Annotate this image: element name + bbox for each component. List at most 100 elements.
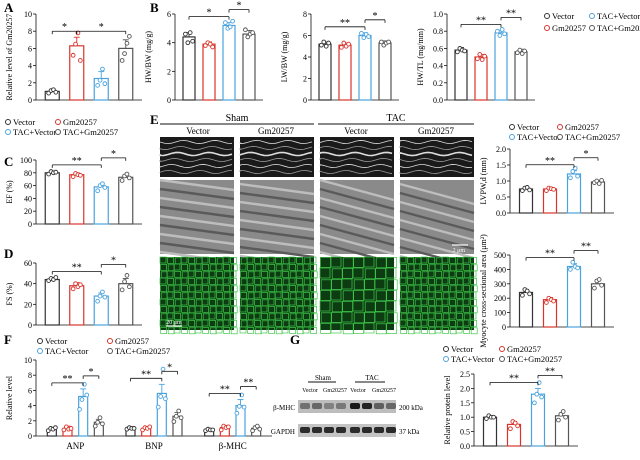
if-cell-border — [201, 319, 209, 327]
if-cell-border — [160, 327, 167, 334]
chart-d-ytick-label: 60 — [24, 259, 32, 268]
chart-g-ytick-label: 1.0 — [460, 413, 470, 422]
chart-b2-ytick-label: 8 — [303, 10, 307, 19]
chart-b1-point-vector — [190, 38, 195, 44]
legend-c-label-tacgm: TAC+Gm20257 — [63, 127, 118, 137]
chart-e2-sig-label: ** — [581, 242, 591, 253]
chart-e1-point-gm — [551, 186, 556, 192]
if-cell-border — [399, 256, 407, 264]
wb-vector-2: Vector — [350, 388, 366, 394]
chart-b1-point-tacgm — [243, 27, 248, 33]
chart-f-category-label: BNP — [145, 441, 163, 451]
chart-b3-point-tacgm — [522, 48, 527, 54]
if-cell-border — [448, 291, 456, 299]
chart-b3-bar-tacgm — [514, 51, 528, 101]
if-cell-border — [352, 300, 364, 312]
if-cell-border — [342, 268, 353, 279]
if-cell-border — [400, 306, 407, 313]
chart-f-0-sig-label: * — [89, 367, 94, 378]
chart-b3-point-tac — [499, 27, 505, 32]
if-cell-border — [414, 271, 421, 278]
if-cell-border — [364, 279, 375, 290]
chart-d-ytick-label: 0 — [28, 321, 32, 330]
if-cell-border — [310, 306, 317, 313]
if-cell-border — [216, 271, 223, 278]
chart-f-2-point-tacgm — [257, 426, 263, 432]
chart-e1-ytick-label: 0.0 — [496, 209, 506, 218]
chart-b1-point-vector — [187, 30, 193, 35]
if-cell-border — [435, 313, 442, 320]
if-cell-border — [331, 312, 342, 323]
if-cell-border — [274, 270, 282, 278]
if-cell-border — [174, 313, 181, 320]
if-cell-border — [386, 323, 397, 334]
if-cell-border — [448, 312, 456, 320]
legend-b-marker-tac — [589, 13, 595, 19]
band-bmhc — [300, 403, 310, 409]
chart-d-point-gm — [70, 286, 76, 292]
if-cell-border — [254, 320, 261, 327]
legend-e-marker-tac — [509, 134, 515, 140]
legend-c-marker-vector — [5, 119, 11, 125]
if-cell-border — [303, 313, 310, 320]
if-cell-border — [331, 301, 343, 313]
panel-label-b: B — [150, 0, 159, 15]
if-cell-border — [441, 298, 449, 306]
band-gapdh — [362, 427, 372, 433]
if-cell-border — [309, 319, 317, 327]
panel-label-g: G — [290, 332, 300, 347]
if-cell-border — [296, 257, 303, 264]
if-cell-border — [209, 320, 216, 327]
chart-c-sig-label: * — [111, 149, 116, 160]
if-cell-border — [375, 290, 387, 302]
chart-f-2-point-tac — [234, 410, 240, 416]
chart-f-0-point-tacgm — [97, 415, 103, 421]
if-cell-border — [456, 313, 463, 320]
if-cell-border — [470, 320, 477, 327]
chart-c-point-tac — [95, 188, 100, 194]
if-cell-border — [295, 312, 303, 320]
if-cell-border — [320, 290, 331, 301]
if-cell-border — [455, 284, 463, 292]
western-blot: Sham TAC Vector Gm20257 Vector Gm20257 β… — [271, 374, 424, 437]
echo-trace — [319, 140, 393, 144]
col-gm-2: Gm20257 — [418, 126, 455, 136]
em-fibril — [319, 214, 395, 238]
if-cell-border — [215, 305, 223, 313]
if-cell-border — [281, 284, 289, 292]
chart-b1-point-vector — [183, 31, 188, 37]
chart-g-ytick-label: 1.5 — [460, 399, 470, 408]
legend-f-label-vector: Vector — [45, 336, 67, 346]
if-cell-border — [223, 285, 230, 292]
chart-f-0-point-tac — [79, 397, 85, 402]
if-cell-border — [455, 263, 463, 271]
band-bmhc — [312, 403, 322, 409]
if-cell-border — [229, 291, 237, 299]
chart-a-ytick-label: 8 — [28, 27, 32, 36]
chart-d-point-tacgm — [127, 284, 132, 290]
if-cell-border — [441, 277, 449, 285]
if-cell-border — [173, 326, 181, 334]
chart-e2-sig-label: ** — [545, 249, 555, 260]
if-cell-border — [296, 278, 303, 285]
band-bmhc — [362, 403, 372, 409]
if-cell-border — [427, 291, 435, 299]
if-cell-border — [222, 298, 230, 306]
chart-b1-ytick-label: 6 — [167, 10, 171, 19]
band-gapdh — [386, 427, 396, 433]
legend-e-label-tacgm: TAC+Gm20257 — [565, 132, 620, 142]
chart-b3-sig-label: ** — [476, 15, 486, 26]
chart-d-sig-label: * — [111, 255, 116, 266]
if-cell-border — [385, 267, 397, 279]
if-cell-border — [320, 312, 332, 324]
if-cell-border — [375, 257, 387, 269]
chart-e1-point-tacgm — [599, 178, 604, 183]
if-cell-border — [260, 326, 268, 334]
em-fibril — [159, 205, 235, 219]
if-cell-border — [239, 284, 247, 292]
chart-c-bar-vector — [44, 172, 60, 225]
if-cell-border — [201, 298, 209, 306]
em-fibril — [319, 232, 395, 256]
if-cell-border — [330, 256, 342, 268]
